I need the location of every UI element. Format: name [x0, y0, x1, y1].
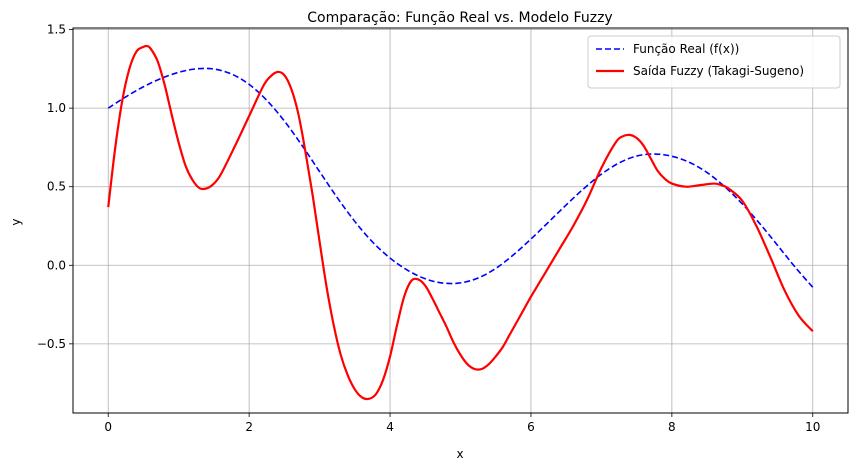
y-tick-label: 0.5 [47, 180, 66, 194]
x-tick-label: 6 [527, 420, 535, 434]
legend: Função Real (f(x)) Saída Fuzzy (Takagi-Su… [587, 35, 841, 89]
y-tick-label: 1.0 [47, 101, 66, 115]
y-axis-label: y [9, 218, 23, 225]
legend-label: Saída Fuzzy (Takagi-Sugeno) [633, 64, 804, 78]
legend-box [587, 35, 841, 89]
y-tick-label: 0.0 [47, 258, 66, 272]
plot-frame [72, 27, 849, 414]
x-tick-label: 10 [805, 420, 820, 434]
grid [73, 28, 848, 413]
x-axis-label: x [456, 447, 463, 461]
series-line-real-function [107, 67, 814, 288]
y-tick-label: 1.5 [47, 23, 66, 37]
series-layer [107, 44, 814, 401]
x-tick-label: 4 [386, 420, 394, 434]
legend-label: Função Real (f(x)) [633, 42, 739, 56]
chart-title: Comparação: Função Real vs. Modelo Fuzzy [307, 10, 612, 26]
x-tick-label: 2 [245, 420, 253, 434]
x-tick-label: 8 [668, 420, 676, 434]
series-line-fuzzy-output [107, 44, 814, 401]
x-tick-label: 0 [104, 420, 112, 434]
y-tick-label: −0.5 [37, 337, 66, 351]
ticks: 0 2 4 6 8 10 −0.5 0.0 0.5 1.0 1.5 [37, 23, 821, 434]
